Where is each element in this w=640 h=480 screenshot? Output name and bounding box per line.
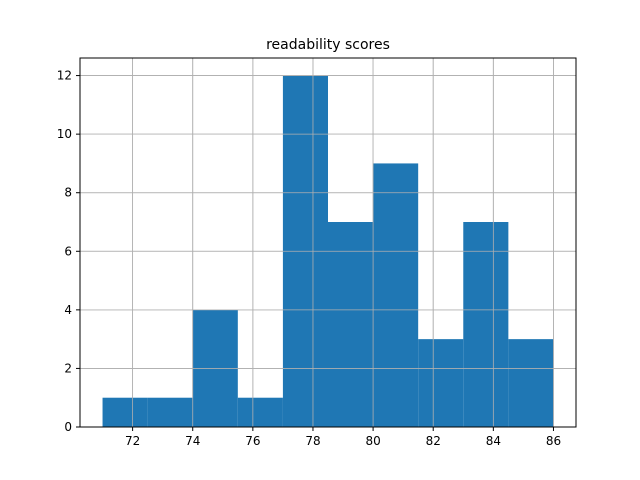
y-tick-label: 4 bbox=[64, 303, 72, 317]
x-tick-label: 74 bbox=[185, 434, 200, 448]
histogram-bar bbox=[147, 397, 193, 427]
y-tick-label: 6 bbox=[64, 244, 72, 258]
x-tick-label: 84 bbox=[486, 434, 501, 448]
chart-title: readability scores bbox=[266, 37, 390, 53]
y-tick-label: 12 bbox=[57, 69, 72, 83]
histogram-bar bbox=[418, 339, 464, 427]
x-tick-label: 80 bbox=[365, 434, 380, 448]
y-tick-label: 8 bbox=[64, 186, 72, 200]
x-tick-label: 86 bbox=[546, 434, 561, 448]
y-tick-label: 2 bbox=[64, 361, 72, 375]
x-tick-label: 72 bbox=[125, 434, 140, 448]
histogram-bar bbox=[102, 397, 148, 427]
x-tick-label: 76 bbox=[245, 434, 260, 448]
x-tick-label: 82 bbox=[426, 434, 441, 448]
x-tick-label: 78 bbox=[305, 434, 320, 448]
histogram-bar bbox=[508, 339, 554, 427]
y-tick-label: 0 bbox=[64, 420, 72, 434]
histogram-bar bbox=[463, 222, 509, 427]
histogram-bar bbox=[328, 222, 374, 427]
histogram-bar bbox=[237, 397, 283, 427]
histogram-bar bbox=[373, 163, 419, 427]
ticks-layer: 72 74 76 78 80 82 84 86 0 2 4 6 8 10 12 bbox=[57, 69, 561, 448]
plot-frame bbox=[79, 57, 577, 428]
y-tick-label: 10 bbox=[57, 127, 72, 141]
